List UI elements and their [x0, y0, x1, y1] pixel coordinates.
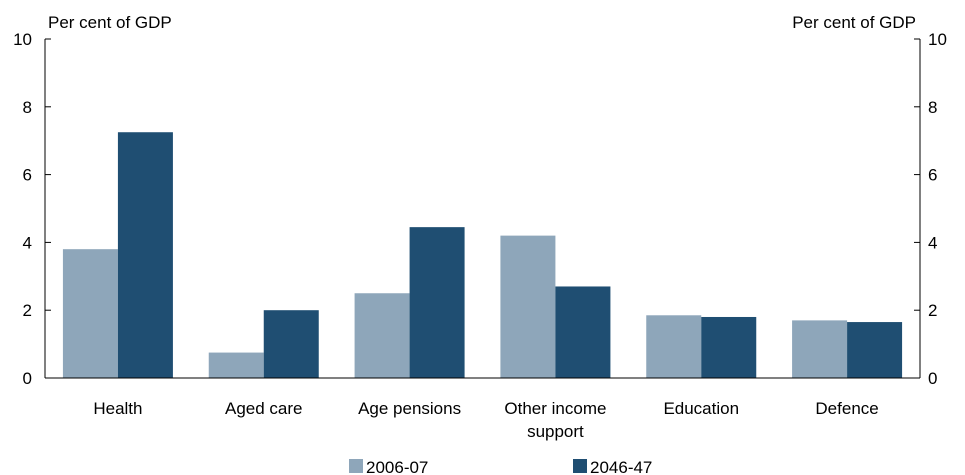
bar-2006-07-5: [792, 320, 848, 378]
y-tick-label-left: 2: [23, 301, 32, 320]
y-tick-label-right: 6: [928, 166, 937, 185]
bar-2006-07-3: [500, 235, 556, 378]
x-tick-label: Aged care: [225, 399, 303, 418]
bar-2046-47-0: [117, 132, 173, 378]
y-tick-label-right: 8: [928, 98, 937, 117]
bars-group: [62, 132, 903, 378]
category-labels-group: Health Aged care Age pensions Other income s…: [93, 399, 878, 441]
legend-swatch: [349, 459, 363, 473]
y-tick-label-right: 0: [928, 369, 937, 388]
y-tick-label-left: 4: [23, 233, 32, 252]
legend-label: 2006-07: [366, 458, 428, 475]
x-tick-label: Other income support: [504, 399, 606, 441]
y-tick-label-left: 0: [23, 369, 32, 388]
y-axis-label-left: Per cent of GDP: [48, 13, 172, 32]
y-axis-label-right: Per cent of GDP: [792, 13, 916, 32]
legend: 2006-07 2046-47: [349, 458, 652, 475]
bar-2046-47-3: [555, 286, 611, 378]
x-tick-label: Defence: [815, 399, 878, 418]
x-tick-label: Age pensions: [358, 399, 461, 418]
y-tick-label-left: 10: [13, 30, 32, 49]
bar-2006-07-2: [354, 293, 410, 378]
bar-2046-47-2: [409, 227, 465, 378]
legend-label: 2046-47: [590, 458, 652, 475]
tick-labels-group: 0 0 2 2 4 4 6 6 8 8 10 10: [13, 30, 947, 388]
bar-2046-47-5: [847, 322, 903, 378]
x-tick-label: Education: [663, 399, 739, 418]
legend-swatch: [573, 459, 587, 473]
y-tick-label-right: 4: [928, 233, 937, 252]
y-tick-label-left: 6: [23, 166, 32, 185]
x-tick-label: Health: [93, 399, 142, 418]
axes-group: [44, 38, 921, 379]
y-tick-label-right: 10: [928, 30, 947, 49]
y-tick-label-left: 8: [23, 98, 32, 117]
bar-2046-47-4: [701, 316, 757, 378]
bar-2006-07-4: [646, 315, 702, 378]
bar-2046-47-1: [263, 310, 319, 378]
bar-2006-07-0: [62, 249, 118, 378]
bar-2006-07-1: [208, 352, 264, 378]
y-tick-label-right: 2: [928, 301, 937, 320]
